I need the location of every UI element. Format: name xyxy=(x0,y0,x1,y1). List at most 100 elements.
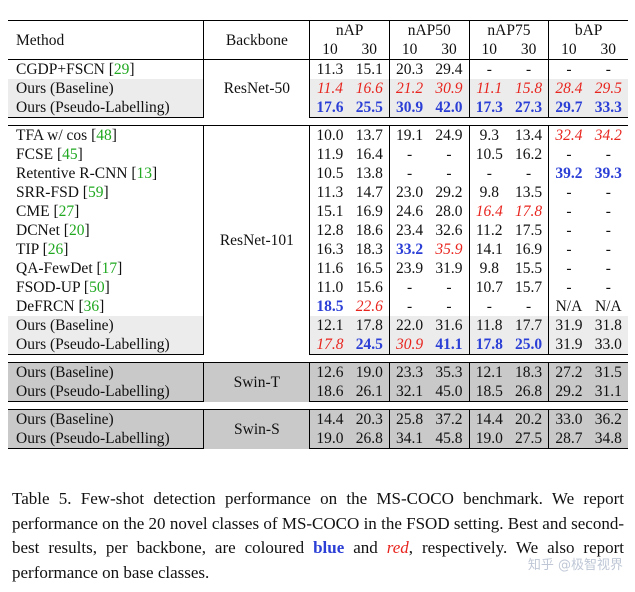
value: 15.7 xyxy=(515,279,543,296)
table-row: DeFRCN [36] 18.5 22.6 - - - - N/A N/A xyxy=(8,297,628,316)
value: 10.5 xyxy=(475,146,503,163)
method-name: CME xyxy=(16,203,50,220)
value: 12.6 xyxy=(316,364,344,381)
value: - xyxy=(526,165,532,182)
citation-link[interactable]: 27 xyxy=(58,203,75,220)
value: 31.5 xyxy=(594,364,622,381)
value-cell: - xyxy=(429,164,469,183)
value-cell: - xyxy=(388,297,430,316)
value-blue: 30.9 xyxy=(396,99,424,116)
value-cell: 17.8 xyxy=(309,335,350,355)
value-cell: 45.8 xyxy=(429,429,470,449)
value-cell: - xyxy=(468,164,509,183)
value: - xyxy=(566,279,572,296)
value: 33.0 xyxy=(555,411,583,428)
backbone-cell: Swin-T xyxy=(203,362,311,402)
value-cell: 19.0 xyxy=(349,362,390,382)
section-spacer xyxy=(8,355,628,363)
value: - xyxy=(407,298,413,315)
value-cell: - xyxy=(589,278,628,297)
value-cell: 17.3 xyxy=(468,98,509,118)
citation-link[interactable]: 48 xyxy=(96,127,112,144)
method-name: SRR-FSD xyxy=(16,184,79,201)
header-row-1: Method Backbone nAP nAP50 nAP75 bAP xyxy=(8,20,628,60)
value-cell: 13.4 xyxy=(508,125,549,145)
value-cell: 24.5 xyxy=(349,335,390,355)
spacer-cell xyxy=(8,402,628,410)
value: 28.0 xyxy=(435,203,463,220)
value: - xyxy=(566,241,572,258)
value: - xyxy=(605,61,611,78)
value-cell: 12.1 xyxy=(468,362,509,382)
value-cell: - xyxy=(548,259,589,278)
value-cell: - xyxy=(429,145,469,164)
value-cell: 14.7 xyxy=(350,183,390,202)
value-cell: 15.1 xyxy=(349,59,390,79)
shot-header: 10 xyxy=(322,41,338,58)
value: - xyxy=(486,165,492,182)
value: 15.5 xyxy=(515,260,543,277)
citation-link[interactable]: 13 xyxy=(136,165,153,182)
value-cell: 32.6 xyxy=(429,221,469,240)
table-row: DCNet [20] 12.8 18.6 23.4 32.6 11.2 17.5 - - xyxy=(8,221,628,240)
table-row: FCSE [45] 11.9 16.4 - - 10.5 16.2 - - xyxy=(8,145,628,164)
bracket: [ xyxy=(87,127,97,144)
value: 27.2 xyxy=(555,364,583,381)
value-cell: - xyxy=(548,221,589,240)
value-cell: 16.4 xyxy=(468,202,509,221)
value-cell: 28.0 xyxy=(429,202,469,221)
value-red: 16.6 xyxy=(355,80,383,97)
value-cell: 19.0 xyxy=(468,429,509,449)
citation-link[interactable]: 59 xyxy=(87,184,104,201)
value-cell: 11.6 xyxy=(310,259,350,278)
value: - xyxy=(566,222,572,239)
value-cell: 18.6 xyxy=(309,382,350,402)
value-cell: - xyxy=(588,59,628,79)
bracket: [ xyxy=(127,165,137,182)
value: 17.5 xyxy=(515,222,543,239)
value-cell: 18.5 xyxy=(468,382,509,402)
value: 34.1 xyxy=(396,430,424,447)
method-name: Ours (Pseudo-Labelling) xyxy=(16,383,170,400)
value-cell: 13.8 xyxy=(350,164,390,183)
method-cell: CME [27] xyxy=(8,202,204,221)
value-cell: - xyxy=(468,59,509,79)
value-cell: 30.9 xyxy=(388,98,430,118)
value-cell: 11.8 xyxy=(468,316,509,335)
group-header-bap: bAP xyxy=(548,20,628,40)
value: 10.7 xyxy=(475,279,503,296)
value-blue: 18.5 xyxy=(316,298,344,315)
value-cell: 31.9 xyxy=(548,335,589,355)
method-name: Ours (Baseline) xyxy=(16,317,114,334)
citation-link[interactable]: 45 xyxy=(62,146,78,163)
value-cell: 34.8 xyxy=(588,429,628,449)
value: 13.4 xyxy=(515,127,543,144)
citation-link[interactable]: 50 xyxy=(89,279,105,296)
value-cell: 16.3 xyxy=(310,240,350,259)
value-cell: 29.4 xyxy=(429,59,470,79)
value: - xyxy=(407,146,413,163)
table-row: Ours (Pseudo-Labelling) 18.6 26.1 32.1 45.0 1… xyxy=(8,382,628,402)
method-name: Ours (Pseudo-Labelling) xyxy=(16,430,170,447)
table-row: Ours (Baseline) 12.1 17.8 22.0 31.6 11.8 17.7 3… xyxy=(8,316,628,335)
bracket: ] xyxy=(63,241,69,258)
value-cell: 10.5 xyxy=(468,145,509,164)
citation-link[interactable]: 26 xyxy=(47,241,64,258)
value-red: 11.1 xyxy=(476,80,503,97)
value-cell: 24.9 xyxy=(429,125,470,145)
citation-link[interactable]: 20 xyxy=(68,222,85,239)
value: 15.1 xyxy=(316,203,344,220)
citation-link[interactable]: 17 xyxy=(101,260,118,277)
table-row: QA-FewDet [17] 11.6 16.5 23.9 31.9 9.8 15.5 - - xyxy=(8,259,628,278)
value-cell: 29.2 xyxy=(429,183,469,202)
spacer-cell xyxy=(8,355,628,363)
value: 10.0 xyxy=(316,127,344,144)
value-cell: 31.5 xyxy=(588,362,628,382)
value: - xyxy=(605,203,611,220)
value-cell: 15.6 xyxy=(350,278,390,297)
citation-link[interactable]: 36 xyxy=(83,298,100,315)
value: 26.1 xyxy=(355,383,383,400)
caption-text: and xyxy=(344,538,387,557)
value: 34.8 xyxy=(594,430,622,447)
citation-link[interactable]: 29 xyxy=(113,61,130,78)
